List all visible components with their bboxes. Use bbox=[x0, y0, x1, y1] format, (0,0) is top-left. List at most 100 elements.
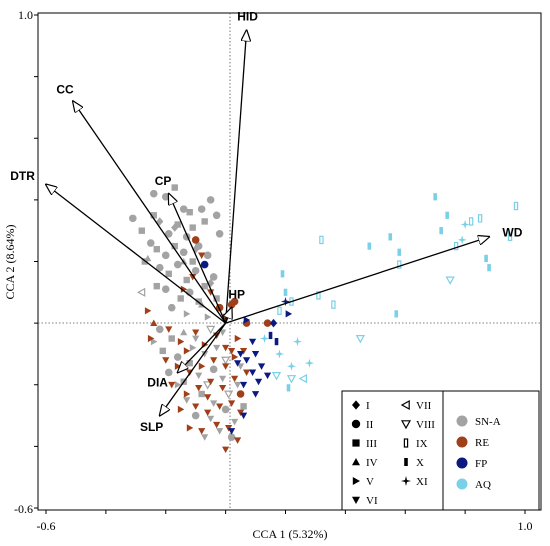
point-sn-a-iii bbox=[150, 212, 157, 219]
y-axis-title: CCA 2 (8.64%) bbox=[3, 224, 17, 299]
point-sn-a-i bbox=[156, 217, 164, 226]
point-aq-x bbox=[484, 254, 488, 263]
point-sn-a-viii bbox=[206, 325, 216, 335]
legend-label-x: X bbox=[416, 457, 424, 469]
vector-label-hid: HID bbox=[237, 9, 258, 23]
point-aq-x bbox=[397, 248, 402, 256]
vector-slp bbox=[160, 322, 227, 415]
point-re-ii bbox=[263, 319, 272, 327]
point-re-v bbox=[177, 338, 185, 346]
point-sn-a-ii bbox=[161, 192, 170, 201]
point-re-vi bbox=[168, 381, 176, 389]
point-sn-a-iii bbox=[201, 282, 208, 290]
point-aq-xi bbox=[286, 361, 297, 371]
point-re-vi bbox=[192, 403, 200, 410]
point-aq-ix bbox=[319, 235, 324, 245]
legend-marker-iv bbox=[352, 458, 360, 466]
point-sn-a-vi bbox=[195, 372, 203, 380]
point-aq-xi bbox=[457, 235, 467, 245]
point-sn-a-ii bbox=[203, 251, 212, 260]
point-re-vi bbox=[204, 409, 212, 417]
point-re-vi bbox=[210, 357, 218, 364]
legend-group-aq: AQ bbox=[475, 479, 491, 491]
point-sn-a-iii bbox=[177, 295, 184, 302]
point-aq-ix bbox=[397, 260, 402, 269]
point-re-vi bbox=[198, 252, 206, 259]
point-aq-ix bbox=[316, 291, 321, 300]
point-fp-vi bbox=[263, 372, 272, 380]
point-sn-a-ii bbox=[129, 214, 137, 223]
legend-label-ix: IX bbox=[416, 438, 428, 450]
point-sn-a-ii bbox=[173, 260, 182, 269]
point-re-vi bbox=[222, 446, 230, 454]
point-re-vi bbox=[228, 400, 236, 407]
point-sn-a-iii bbox=[213, 295, 220, 302]
point-sn-a-ii bbox=[221, 405, 230, 414]
point-aq-ix bbox=[507, 232, 513, 242]
point-sn-a-ii bbox=[191, 266, 200, 275]
point-aq-x bbox=[439, 227, 443, 235]
point-sn-a-iii bbox=[171, 184, 178, 191]
vector-label-wd: WD bbox=[502, 225, 522, 239]
point-sn-a-ii bbox=[191, 411, 200, 420]
vector-label-slp: SLP bbox=[140, 420, 163, 434]
legend-label-vii: VII bbox=[416, 400, 432, 412]
legend-swatch-sn-a bbox=[456, 415, 468, 427]
point-sn-a-vi bbox=[219, 375, 227, 383]
point-sn-a-vi bbox=[219, 329, 227, 336]
point-sn-a-vi bbox=[231, 418, 239, 426]
legend-label-iv: IV bbox=[366, 457, 378, 469]
point-aq-ix bbox=[331, 300, 336, 309]
point-fp-ii bbox=[200, 260, 209, 269]
point-sn-a-iv bbox=[180, 328, 188, 336]
legend-group-fp: FP bbox=[475, 458, 487, 470]
vector-cp bbox=[169, 194, 227, 324]
point-re-vi bbox=[195, 384, 203, 392]
legend-box bbox=[341, 390, 540, 511]
legend-label-vi: VI bbox=[366, 495, 378, 507]
vector-dia bbox=[178, 322, 227, 372]
point-sn-a-iv bbox=[144, 254, 152, 262]
point-sn-a-iii bbox=[153, 245, 160, 253]
point-aq-x bbox=[394, 310, 399, 318]
y-tick-label-min: -0.6 bbox=[14, 502, 33, 516]
legend-label-iii: III bbox=[366, 438, 377, 450]
legend-label-i: I bbox=[366, 400, 370, 412]
point-re-vi bbox=[231, 375, 239, 383]
vector-hid bbox=[224, 30, 247, 324]
point-aq-ix bbox=[468, 217, 474, 226]
point-sn-a-ii bbox=[149, 189, 158, 198]
legend-marker-vi bbox=[352, 496, 360, 504]
point-aq-viii bbox=[445, 276, 455, 285]
x-axis-title: CCA 1 (5.32%) bbox=[253, 527, 328, 541]
point-sn-a-iii bbox=[189, 258, 196, 265]
point-re-ii bbox=[191, 236, 200, 244]
vector-label-cp: CP bbox=[155, 174, 172, 188]
legend-label-ii: II bbox=[366, 419, 374, 431]
point-re-v bbox=[198, 362, 206, 370]
legend-swatch-fp bbox=[456, 457, 468, 469]
point-sn-a-v bbox=[183, 310, 191, 318]
vector-label-dia: DIA bbox=[147, 375, 168, 389]
point-re-vi bbox=[219, 384, 227, 392]
point-sn-a-iii bbox=[198, 390, 205, 398]
point-re-v bbox=[144, 307, 152, 315]
point-aq-x bbox=[367, 242, 372, 250]
point-re-vi bbox=[198, 428, 206, 435]
point-re-v bbox=[186, 424, 194, 432]
point-fp-vi bbox=[248, 369, 257, 377]
point-sn-a-ii bbox=[212, 211, 221, 220]
vector-dtr bbox=[46, 184, 227, 324]
point-sn-a-ii bbox=[179, 205, 188, 213]
environment-vectors: HID CC CP DTR WD HP DIA SLP bbox=[10, 9, 522, 434]
legend-group-re: RE bbox=[475, 437, 489, 449]
point-sn-a-viii bbox=[221, 356, 231, 365]
point-aq-x bbox=[445, 211, 449, 219]
legend-marker-x bbox=[404, 458, 408, 466]
point-sn-a-viii bbox=[203, 381, 213, 390]
point-sn-a-ii bbox=[209, 273, 218, 281]
point-sn-a-ii bbox=[155, 263, 164, 272]
point-fp-vi bbox=[248, 338, 257, 346]
point-sn-a-i bbox=[171, 223, 179, 232]
